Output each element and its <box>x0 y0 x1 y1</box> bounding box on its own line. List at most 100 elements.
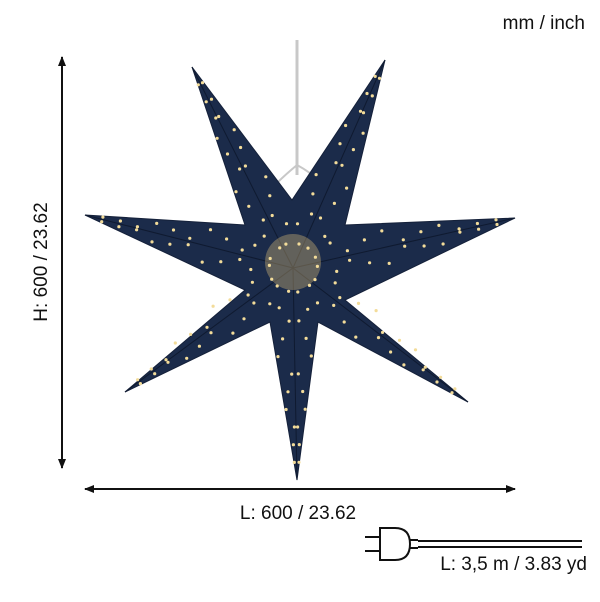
perforation <box>421 368 425 372</box>
perforation <box>304 336 308 340</box>
perforation <box>252 301 256 305</box>
perforation <box>267 263 271 267</box>
perforation <box>458 230 462 234</box>
star-folds <box>84 59 516 481</box>
perforation <box>287 289 291 293</box>
perforation <box>380 229 384 233</box>
perforation <box>209 331 213 335</box>
perforation <box>278 246 282 250</box>
perforation <box>286 390 290 394</box>
perforation <box>335 269 339 273</box>
perforation <box>284 222 289 226</box>
perforation <box>332 201 336 205</box>
perforation <box>153 372 157 376</box>
perforation <box>238 167 242 171</box>
perforation <box>268 194 272 198</box>
perforation <box>315 301 320 305</box>
perforation <box>311 192 315 196</box>
perforation <box>219 260 223 264</box>
perforation <box>413 348 418 352</box>
perforation <box>318 216 323 220</box>
perforation <box>250 280 254 284</box>
perforation <box>303 407 307 411</box>
perforation <box>387 261 391 265</box>
perforation <box>296 372 300 376</box>
perforation <box>262 234 266 238</box>
paper-star <box>84 59 516 481</box>
perforation <box>368 261 372 265</box>
perforation <box>118 219 122 223</box>
cable-label: L: 3,5 m / 3.83 yd <box>440 554 587 575</box>
perforation <box>333 281 337 285</box>
star-perforations <box>100 74 499 464</box>
perforation <box>475 221 479 226</box>
perforation <box>292 425 296 429</box>
perforation <box>268 256 272 261</box>
perforation <box>323 234 327 238</box>
perforation <box>100 220 104 224</box>
perforation <box>296 425 300 429</box>
perforation <box>138 382 142 386</box>
perforation <box>309 212 314 216</box>
perforation <box>215 136 219 140</box>
perforation <box>150 240 154 244</box>
perforation <box>297 242 301 246</box>
perforation <box>234 190 238 194</box>
perforation <box>419 230 423 234</box>
height-label: H: 600 / 23.62 <box>31 202 52 321</box>
perforation <box>354 335 358 339</box>
perforation <box>423 365 427 369</box>
length-label: L: 600 / 23.62 <box>240 503 356 524</box>
perforation <box>239 145 243 150</box>
perforation <box>270 277 274 281</box>
perforation <box>268 302 272 306</box>
perforation <box>211 304 215 308</box>
perforation <box>101 215 105 219</box>
perforation <box>345 186 349 190</box>
perforation <box>188 236 192 240</box>
perforation <box>332 303 336 307</box>
perforation <box>356 301 361 305</box>
perforation <box>117 225 121 229</box>
perforation <box>185 356 189 360</box>
plug-icon <box>365 527 582 561</box>
perforation <box>168 242 172 246</box>
perforation <box>200 81 205 85</box>
perforation <box>370 94 374 98</box>
perforation <box>228 298 232 302</box>
perforation <box>276 355 280 359</box>
perforation <box>292 460 296 464</box>
perforation <box>231 331 235 335</box>
perforation <box>270 213 274 218</box>
perforation <box>287 319 291 323</box>
perforation <box>249 267 253 272</box>
perforation <box>306 307 310 311</box>
perforation <box>297 460 301 464</box>
perforation <box>253 243 257 247</box>
perforation <box>380 330 385 334</box>
perforation <box>389 350 393 354</box>
perforation <box>495 222 499 227</box>
perforation <box>342 320 346 324</box>
perforation <box>166 360 170 364</box>
perforation <box>313 278 317 282</box>
perforation <box>240 248 244 252</box>
perforation <box>186 243 190 247</box>
perforation <box>297 319 301 323</box>
perforation <box>242 317 246 321</box>
perforation <box>437 223 441 227</box>
perforation <box>314 173 318 177</box>
perforation <box>457 227 461 231</box>
perforation <box>450 391 454 395</box>
perforation <box>149 367 153 371</box>
perforation <box>281 337 285 341</box>
perforation <box>402 363 406 367</box>
perforation <box>189 332 193 336</box>
perforation <box>135 225 139 229</box>
perforation <box>264 175 268 179</box>
perforation <box>373 74 377 78</box>
perforation <box>204 100 208 104</box>
perforation <box>358 109 363 113</box>
perforation <box>439 375 443 379</box>
